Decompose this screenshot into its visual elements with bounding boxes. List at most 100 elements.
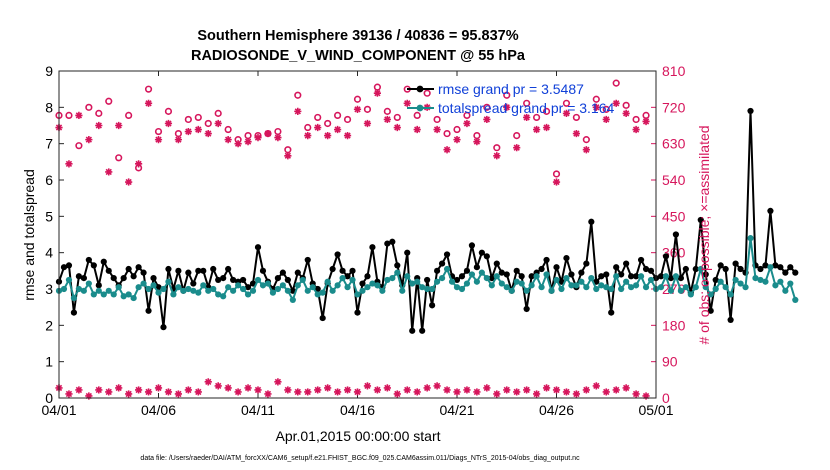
totalspread-point [752, 275, 759, 282]
totalspread-point [329, 287, 336, 294]
totalspread-point [787, 280, 794, 287]
totalspread-point [448, 278, 456, 285]
rmse-point [732, 260, 739, 267]
obs-assimilated-marker [264, 129, 272, 138]
rmse-point [220, 275, 227, 282]
legend-totalspread-label: totalspread grand pr = 3.164 [438, 100, 615, 116]
obs-assimilated-marker [65, 160, 73, 168]
obs-assimilated-marker [393, 123, 401, 132]
totalspread-point [747, 235, 754, 242]
legend-rmse-marker [416, 85, 424, 93]
obs-low-marker [304, 388, 312, 396]
totalspread-point [289, 296, 296, 303]
obs-assimilated-marker [612, 99, 620, 107]
obs-low-marker [135, 386, 143, 394]
totalspread-point [339, 275, 346, 282]
totalspread-point [677, 287, 684, 294]
totalspread-point [115, 284, 122, 291]
series-obs-possible [55, 79, 650, 178]
obs-possible-marker [334, 111, 342, 120]
obs-assimilated-marker [244, 138, 252, 146]
rmse-point [438, 260, 446, 267]
totalspread-point [105, 287, 112, 294]
rmse-point [613, 264, 620, 271]
rmse-point [747, 107, 754, 115]
obs-assimilated-marker [642, 117, 650, 126]
rmse-point [623, 260, 630, 267]
obs-possible-marker [433, 115, 441, 124]
totalspread-point [533, 273, 540, 280]
totalspread-point [628, 284, 635, 291]
obs-possible-marker [154, 127, 163, 136]
rmse-point [757, 265, 764, 273]
rmse-point [453, 276, 461, 284]
totalspread-point [503, 284, 510, 291]
totalspread-point [603, 284, 610, 291]
totalspread-point [523, 287, 530, 294]
rmse-point [354, 309, 361, 316]
totalspread-point [294, 282, 301, 289]
rmse-point [135, 264, 142, 271]
totalspread-point [354, 291, 361, 298]
rmse-point [100, 258, 107, 265]
rmse-point [95, 282, 102, 289]
obs-low-marker [453, 388, 461, 396]
obs-assimilated-marker [562, 109, 571, 117]
obs-low-marker [204, 378, 212, 386]
totalspread-point [657, 284, 665, 291]
totalspread-point [737, 280, 744, 287]
totalspread-point [394, 269, 401, 276]
rmse-point [110, 275, 117, 282]
totalspread-point [100, 291, 107, 298]
rmse-point [304, 256, 311, 264]
chart-title-line-1: Southern Hemisphere 39136 / 40836 = 95.8… [197, 28, 518, 44]
obs-assimilated-marker [343, 131, 352, 140]
totalspread-point [672, 273, 680, 280]
obs-assimilated-marker [572, 129, 580, 138]
totalspread-point [80, 287, 87, 294]
totalspread-point [75, 285, 82, 293]
obs-low-marker [533, 390, 541, 398]
totalspread-point [593, 285, 600, 293]
obs-low-marker [513, 388, 521, 396]
obs-possible-marker [274, 127, 282, 136]
totalspread-point [438, 275, 446, 282]
obs-possible-marker [314, 113, 322, 122]
totalspread-point [792, 296, 799, 303]
obs-low-marker [294, 388, 302, 396]
obs-possible-marker [204, 119, 212, 128]
obs-low-marker [125, 390, 133, 398]
totalspread-point [175, 284, 182, 291]
obs-possible-marker [423, 89, 431, 97]
rmse-point [473, 264, 480, 271]
obs-assimilated-marker [314, 123, 322, 132]
rmse-point [65, 262, 73, 269]
totalspread-point [702, 284, 709, 291]
totalspread-point [210, 285, 217, 293]
rmse-point [140, 269, 147, 276]
rmse-point [458, 273, 466, 280]
obs-low-marker [413, 388, 421, 396]
obs-low-marker [214, 382, 222, 390]
obs-assimilated-marker [383, 115, 391, 124]
totalspread-point [65, 276, 73, 284]
obs-low-marker [403, 386, 411, 394]
rmse-point [239, 276, 247, 284]
rmse-point [443, 251, 451, 258]
totalspread-point [185, 285, 192, 293]
rmse-point [225, 265, 232, 273]
totalspread-point [513, 278, 520, 285]
totalspread-point [777, 278, 784, 285]
totalspread-point [647, 276, 655, 284]
y-tick-label-left: 2 [45, 317, 53, 333]
plot-area [59, 71, 656, 398]
rmse-point [200, 267, 207, 274]
obs-low-marker [503, 386, 511, 394]
obs-assimilated-marker [552, 178, 561, 186]
totalspread-point [613, 273, 620, 280]
rmse-point [677, 275, 684, 282]
obs-low-marker [572, 390, 580, 398]
rmse-point [279, 269, 286, 276]
rmse-point [702, 271, 709, 278]
obs-possible-marker [115, 154, 123, 162]
